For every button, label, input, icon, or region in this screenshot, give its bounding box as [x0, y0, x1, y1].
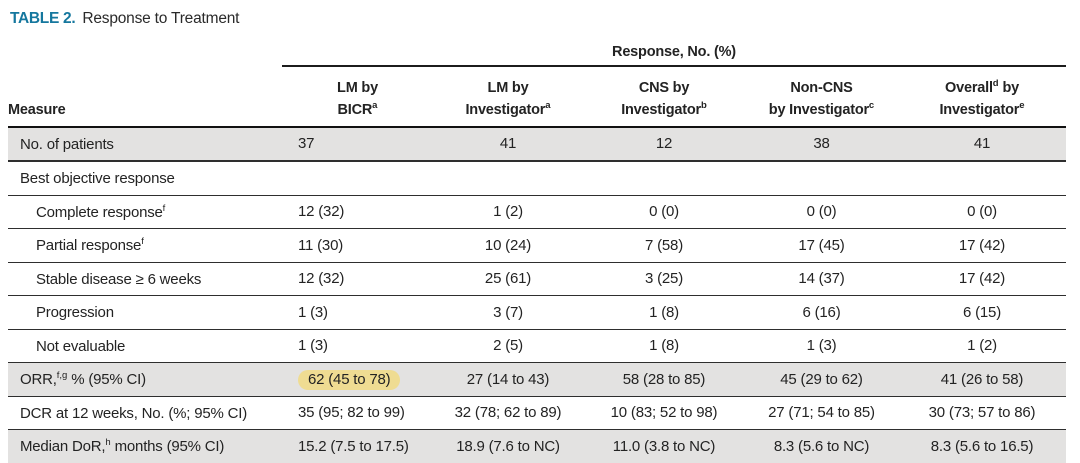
table-row-no-of-patients: No. of patients 37 41 12 38 41	[8, 126, 1066, 163]
row-label: Stable disease ≥ 6 weeks	[8, 262, 282, 297]
table-cell	[745, 161, 898, 196]
table-cell: 11.0 (3.8 to NC)	[583, 429, 745, 463]
table-cell: 45 (29 to 62)	[745, 362, 898, 397]
table-cell: 41 (26 to 58)	[898, 362, 1066, 397]
table-cell: 1 (8)	[583, 329, 745, 364]
table-cell: 35 (95; 82 to 99)	[282, 396, 433, 431]
table-cell: 3 (7)	[433, 295, 583, 330]
table-cell: 0 (0)	[745, 195, 898, 230]
table-cell: 12	[583, 126, 745, 163]
table-cell: 12 (32)	[282, 195, 433, 230]
table-number-label: TABLE 2.	[10, 10, 76, 27]
column-header-row: Measure LM by BICRa LM by Investigatora …	[8, 66, 1066, 128]
table-cell: 41	[898, 126, 1066, 163]
table-cell: 37	[282, 126, 433, 163]
row-label: DCR at 12 weeks, No. (%; 95% CI)	[8, 396, 282, 431]
table-cell: 18.9 (7.6 to NC)	[433, 429, 583, 463]
table-row-orr: ORR,f,g % (95% CI) 62 (45 to 78) 27 (14 …	[8, 362, 1066, 397]
highlight-marker: 62 (45 to 78)	[298, 369, 401, 390]
column-header-overall-investigator: Overalld by Investigatore	[898, 66, 1066, 128]
row-label: Best objective response	[8, 161, 282, 196]
column-header-lm-investigator: LM by Investigatora	[433, 66, 583, 128]
table-cell: 1 (2)	[433, 195, 583, 230]
table-cell: 14 (37)	[745, 262, 898, 297]
table-cell: 27 (14 to 43)	[433, 362, 583, 397]
row-label: ORR,f,g % (95% CI)	[8, 362, 282, 397]
spanner-spacer-cell	[8, 40, 282, 66]
table-cell	[282, 161, 433, 196]
table-cell	[898, 161, 1066, 196]
table-cell: 8.3 (5.6 to NC)	[745, 429, 898, 463]
table-cell: 25 (61)	[433, 262, 583, 297]
spanner-header: Response, No. (%)	[282, 40, 1066, 67]
row-label: Progression	[8, 295, 282, 330]
table-row-complete-response: Complete responsef 12 (32) 1 (2) 0 (0) 0…	[8, 195, 1066, 230]
table-cell: 1 (8)	[583, 295, 745, 330]
table-cell: 41	[433, 126, 583, 163]
table-cell: 10 (24)	[433, 228, 583, 263]
column-header-lm-bicr: LM by BICRa	[282, 66, 433, 128]
table-cell: 12 (32)	[282, 262, 433, 297]
table-cell: 11 (30)	[282, 228, 433, 263]
column-header-cns-investigator: CNS by Investigatorb	[583, 66, 745, 128]
table-cell: 62 (45 to 78)	[282, 362, 433, 397]
table-cell: 1 (3)	[282, 329, 433, 364]
table-cell: 7 (58)	[583, 228, 745, 263]
table-cell: 58 (28 to 85)	[583, 362, 745, 397]
table-cell: 1 (3)	[745, 329, 898, 364]
table-row-best-objective-response: Best objective response	[8, 161, 1066, 196]
row-label: Partial responsef	[8, 228, 282, 263]
table-cell: 0 (0)	[583, 195, 745, 230]
table-cell: 30 (73; 57 to 86)	[898, 396, 1066, 431]
table-cell: 1 (2)	[898, 329, 1066, 364]
table-cell	[433, 161, 583, 196]
row-label: Not evaluable	[8, 329, 282, 364]
table-cell	[583, 161, 745, 196]
table-cell: 6 (16)	[745, 295, 898, 330]
row-label: Median DoR,h months (95% CI)	[8, 429, 282, 463]
table-row-dcr: DCR at 12 weeks, No. (%; 95% CI) 35 (95;…	[8, 396, 1066, 431]
table-row-progression: Progression 1 (3) 3 (7) 1 (8) 6 (16) 6 (…	[8, 295, 1066, 330]
table-cell: 38	[745, 126, 898, 163]
table-cell: 15.2 (7.5 to 17.5)	[282, 429, 433, 463]
row-label: Complete responsef	[8, 195, 282, 230]
table-cell: 17 (42)	[898, 228, 1066, 263]
table-cell: 6 (15)	[898, 295, 1066, 330]
spanner-header-row: Response, No. (%)	[8, 40, 1066, 67]
table-cell: 2 (5)	[433, 329, 583, 364]
table-cell: 1 (3)	[282, 295, 433, 330]
table-cell: 32 (78; 62 to 89)	[433, 396, 583, 431]
table-row-partial-response: Partial responsef 11 (30) 10 (24) 7 (58)…	[8, 228, 1066, 263]
table-cell: 0 (0)	[898, 195, 1066, 230]
response-to-treatment-table: Response, No. (%) Measure LM by BICRa LM…	[8, 40, 1066, 463]
table-cell: 10 (83; 52 to 98)	[583, 396, 745, 431]
table-row-stable-disease: Stable disease ≥ 6 weeks 12 (32) 25 (61)…	[8, 262, 1066, 297]
column-header-measure: Measure	[8, 66, 282, 128]
table-cell: 27 (71; 54 to 85)	[745, 396, 898, 431]
column-header-non-cns-investigator: Non-CNS by Investigatorc	[745, 66, 898, 128]
table-cell: 17 (45)	[745, 228, 898, 263]
table-cell: 8.3 (5.6 to 16.5)	[898, 429, 1066, 463]
table-row-not-evaluable: Not evaluable 1 (3) 2 (5) 1 (8) 1 (3) 1 …	[8, 329, 1066, 364]
table-cell: 17 (42)	[898, 262, 1066, 297]
table-title: Response to Treatment	[82, 10, 240, 27]
table-caption: TABLE 2. Response to Treatment	[10, 10, 1080, 28]
table-row-median-dor: Median DoR,h months (95% CI) 15.2 (7.5 t…	[8, 429, 1066, 463]
row-label: No. of patients	[8, 126, 282, 163]
table-cell: 3 (25)	[583, 262, 745, 297]
